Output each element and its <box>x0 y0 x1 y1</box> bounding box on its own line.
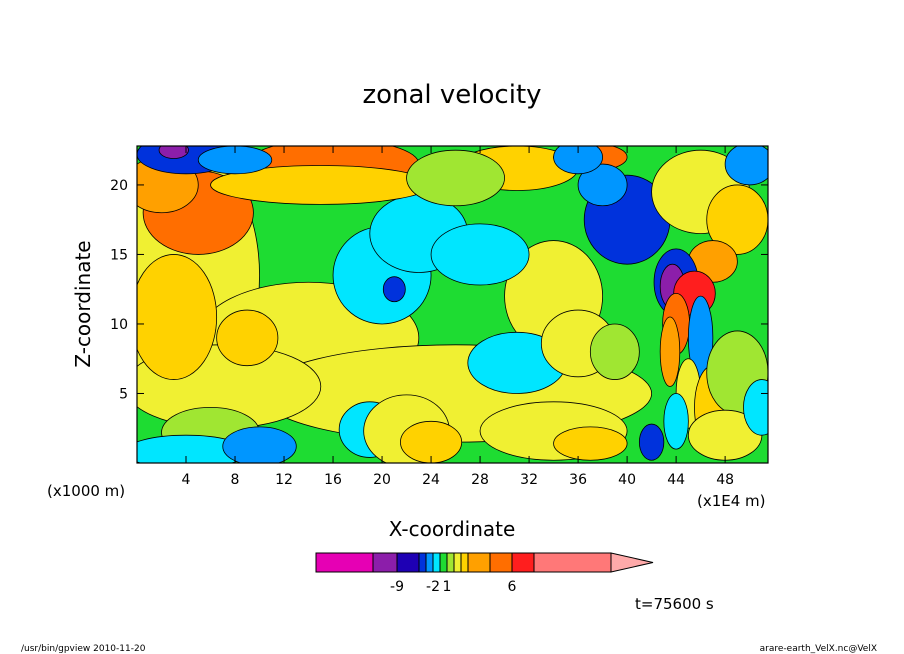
field-cell-30 <box>197 146 273 175</box>
y-tick-label-2: 15 <box>110 247 128 263</box>
y-axis-label: Z-coordinate <box>71 240 95 367</box>
y-tick-label-3: 20 <box>110 178 128 194</box>
colorbar-segment-12 <box>511 552 535 573</box>
colorbar-label-1: -2 <box>426 579 440 595</box>
field-cell-14 <box>553 426 628 461</box>
footer-left: /usr/bin/gpview 2010-11-20 <box>21 644 146 654</box>
field-cell-29 <box>158 146 189 159</box>
x-tick-label-4: 20 <box>373 472 391 488</box>
colorbar-segment-7 <box>446 552 455 573</box>
colorbar-segment-3 <box>418 552 427 573</box>
field-cell-9 <box>222 426 297 463</box>
colorbar-segment-1 <box>372 552 398 573</box>
field-cell-31 <box>406 149 505 207</box>
y-tick-label-0: 5 <box>119 386 128 402</box>
field-cell-34 <box>553 146 603 175</box>
x-tick-label-9: 40 <box>618 472 636 488</box>
footer-right: arare-earth_VelX.nc@VelX <box>760 644 877 654</box>
x-axis: 4 8 12 16 20 24 28 32 36 40 44 48 <box>182 146 734 488</box>
x-tick-label-1: 8 <box>231 472 240 488</box>
x-tick-label-0: 4 <box>182 472 191 488</box>
field-cell-49 <box>743 379 768 436</box>
chart-title: zonal velocity <box>362 80 541 110</box>
x-axis-label: X-coordinate <box>389 517 516 541</box>
colorbar: -9 -2 1 6 <box>315 552 654 595</box>
colorbar-label-0: -9 <box>390 579 404 595</box>
x-tick-label-2: 12 <box>275 472 293 488</box>
colorbar-segment-11 <box>489 552 513 573</box>
colorbar-segment-5 <box>432 552 441 573</box>
velocity-field <box>137 146 768 463</box>
colorbar-segment-4 <box>425 552 434 573</box>
colorbar-segment-8 <box>453 552 462 573</box>
y-tick-label-1: 10 <box>110 317 128 333</box>
colorbar-label-2: 1 <box>443 579 452 595</box>
x-tick-label-6: 28 <box>471 472 489 488</box>
field-cell-6 <box>216 309 279 367</box>
field-cell-43 <box>659 316 681 387</box>
colorbar-segment-6 <box>439 552 448 573</box>
field-cell-51 <box>638 423 665 461</box>
x-tick-label-7: 32 <box>520 472 538 488</box>
x-tick-label-5: 24 <box>422 472 440 488</box>
x-tick-label-8: 36 <box>569 472 587 488</box>
field-cell-33 <box>577 163 628 207</box>
x-unit-label: (x1000 m) <box>47 482 125 500</box>
plot-frame <box>136 145 769 464</box>
field-cell-12 <box>400 420 463 463</box>
field-cell-17 <box>589 323 640 380</box>
y-axis: 5 10 15 20 <box>110 178 768 402</box>
x-tick-label-11: 48 <box>716 472 734 488</box>
x-tick-label-3: 16 <box>324 472 342 488</box>
colorbar-segment-2 <box>396 552 420 573</box>
colorbar-segment-9 <box>460 552 469 573</box>
y-unit-label: (x1E4 m) <box>697 492 766 510</box>
x-tick-label-10: 44 <box>667 472 685 488</box>
time-annotation: t=75600 s <box>635 595 714 613</box>
colorbar-segment-0 <box>315 552 374 573</box>
field-cell-5 <box>137 254 218 380</box>
colorbar-segment-13 <box>533 552 612 573</box>
colorbar-label-3: 6 <box>508 579 517 595</box>
colorbar-overflow-arrow <box>610 552 654 573</box>
field-cell-20 <box>430 223 530 286</box>
colorbar-segment-10 <box>467 552 491 573</box>
field-cell-36 <box>724 146 768 186</box>
field-cell-50 <box>663 393 689 450</box>
field-cell-21 <box>382 276 406 303</box>
field-cell-37 <box>706 184 768 255</box>
